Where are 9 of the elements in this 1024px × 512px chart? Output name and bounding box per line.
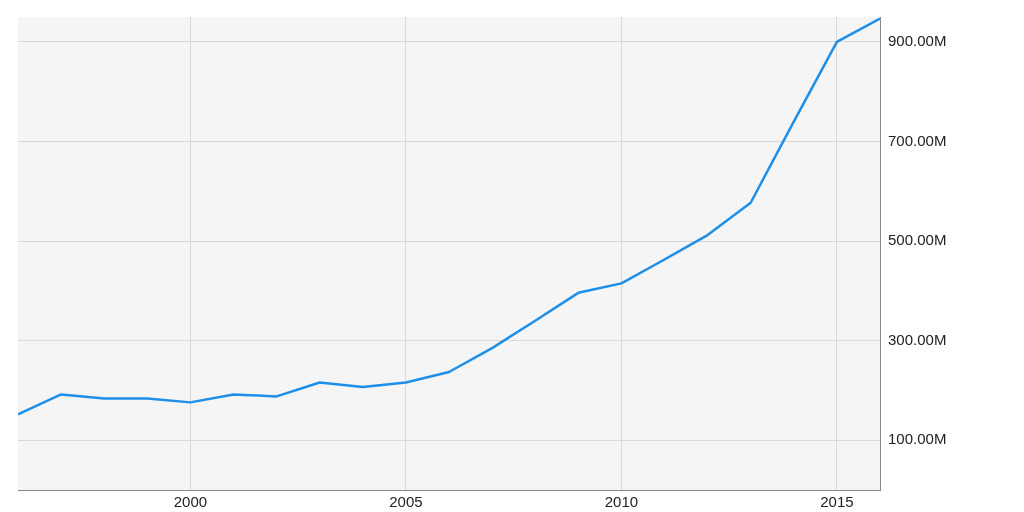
x-tick-label: 2000	[173, 493, 208, 511]
y-tick-label: 100.00M	[888, 430, 947, 448]
x-tick-label: 2005	[389, 493, 423, 511]
y-tick-label: 300.00M	[888, 330, 947, 348]
y-tick-label: 900.00M	[888, 32, 947, 50]
y-tick-label: 500.00M	[888, 231, 947, 249]
x-tick-label: 2015	[820, 493, 854, 511]
y-tick-label: 700.00M	[888, 131, 947, 149]
x-tick-label: 2010	[604, 493, 639, 511]
